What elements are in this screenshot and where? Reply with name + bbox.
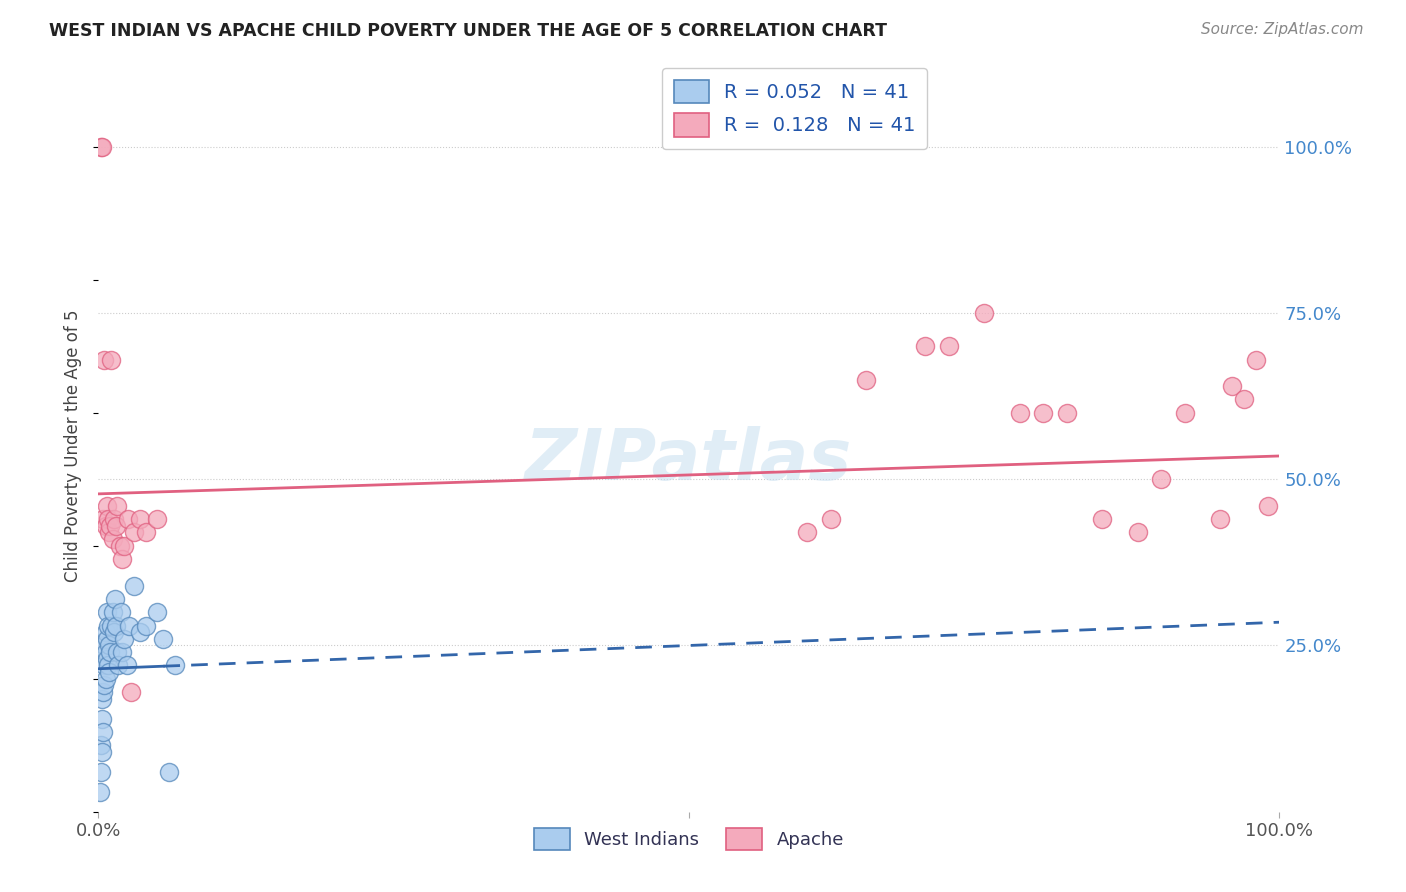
Point bbox=[91, 685, 114, 699]
Point bbox=[103, 512, 125, 526]
Point bbox=[112, 539, 135, 553]
Point bbox=[1233, 392, 1256, 407]
Point bbox=[135, 618, 157, 632]
Text: WEST INDIAN VS APACHE CHILD POVERTY UNDER THE AGE OF 5 CORRELATION CHART: WEST INDIAN VS APACHE CHILD POVERTY UNDE… bbox=[49, 22, 887, 40]
Point bbox=[1126, 525, 1149, 540]
Point bbox=[111, 552, 134, 566]
Point bbox=[91, 725, 114, 739]
Point bbox=[152, 632, 174, 646]
Y-axis label: Child Poverty Under the Age of 5: Child Poverty Under the Age of 5 bbox=[65, 310, 83, 582]
Point bbox=[91, 745, 114, 759]
Point bbox=[98, 525, 121, 540]
Point bbox=[91, 691, 114, 706]
Point bbox=[93, 658, 115, 673]
Point bbox=[93, 352, 115, 367]
Point bbox=[91, 512, 114, 526]
Point bbox=[96, 605, 118, 619]
Point bbox=[796, 525, 818, 540]
Point bbox=[90, 764, 112, 779]
Point bbox=[1032, 406, 1054, 420]
Point bbox=[1056, 406, 1078, 420]
Point bbox=[97, 658, 120, 673]
Point bbox=[103, 625, 125, 640]
Point bbox=[97, 512, 120, 526]
Point bbox=[1257, 499, 1279, 513]
Point bbox=[94, 645, 117, 659]
Point bbox=[157, 764, 180, 779]
Point bbox=[1008, 406, 1031, 420]
Point bbox=[98, 518, 121, 533]
Point bbox=[104, 591, 127, 606]
Point bbox=[101, 605, 124, 619]
Point bbox=[128, 625, 150, 640]
Point bbox=[100, 352, 122, 367]
Point bbox=[111, 645, 134, 659]
Point bbox=[107, 658, 129, 673]
Point bbox=[101, 532, 124, 546]
Point bbox=[820, 512, 842, 526]
Point bbox=[914, 339, 936, 353]
Point bbox=[165, 658, 187, 673]
Point bbox=[89, 785, 111, 799]
Point bbox=[110, 605, 132, 619]
Text: Source: ZipAtlas.com: Source: ZipAtlas.com bbox=[1201, 22, 1364, 37]
Point bbox=[96, 632, 118, 646]
Point bbox=[122, 525, 145, 540]
Point bbox=[122, 579, 145, 593]
Point bbox=[118, 618, 141, 632]
Point bbox=[96, 652, 118, 666]
Point bbox=[90, 738, 112, 752]
Point bbox=[93, 678, 115, 692]
Point bbox=[100, 618, 122, 632]
Point bbox=[98, 665, 121, 679]
Point bbox=[146, 605, 169, 619]
Point bbox=[115, 658, 138, 673]
Point bbox=[1091, 512, 1114, 526]
Point bbox=[105, 645, 128, 659]
Point bbox=[973, 306, 995, 320]
Legend: West Indians, Apache: West Indians, Apache bbox=[526, 821, 852, 857]
Point bbox=[128, 512, 150, 526]
Point bbox=[91, 140, 114, 154]
Point bbox=[91, 712, 114, 726]
Point bbox=[94, 625, 117, 640]
Point bbox=[121, 685, 143, 699]
Point bbox=[94, 672, 117, 686]
Text: ZIPatlas: ZIPatlas bbox=[526, 426, 852, 495]
Point bbox=[105, 499, 128, 513]
Point bbox=[93, 639, 115, 653]
Point bbox=[98, 645, 121, 659]
Point bbox=[112, 632, 135, 646]
Point bbox=[146, 512, 169, 526]
Point bbox=[1174, 406, 1197, 420]
Point bbox=[117, 512, 139, 526]
Point bbox=[90, 140, 112, 154]
Point bbox=[98, 639, 121, 653]
Point bbox=[855, 372, 877, 386]
Point bbox=[135, 525, 157, 540]
Point bbox=[938, 339, 960, 353]
Point bbox=[108, 539, 131, 553]
Point bbox=[94, 518, 117, 533]
Point bbox=[1220, 379, 1243, 393]
Point bbox=[1150, 472, 1173, 486]
Point bbox=[97, 618, 120, 632]
Point bbox=[105, 618, 128, 632]
Point bbox=[96, 499, 118, 513]
Point bbox=[105, 518, 128, 533]
Point bbox=[1209, 512, 1232, 526]
Point bbox=[1244, 352, 1267, 367]
